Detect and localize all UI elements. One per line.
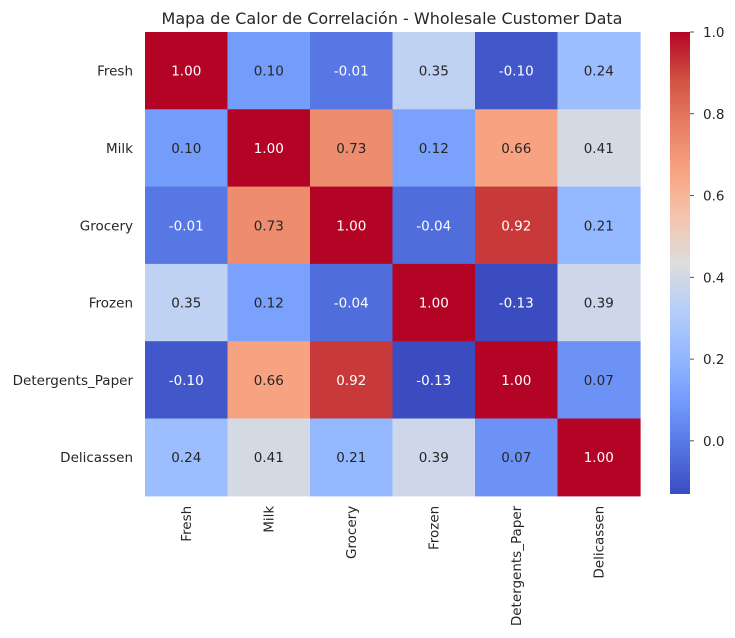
heatmap-cell-0-0 — [145, 32, 229, 110]
heatmap-cell-3-4 — [475, 263, 559, 342]
heatmap-cell-4-2 — [310, 341, 394, 420]
colorbar-tick-label-1: 0.2 — [703, 352, 724, 368]
cell-value-label-5-2: 0.21 — [336, 450, 366, 466]
y-tick-label-4: Detergents_Paper — [13, 373, 134, 389]
cell-value-label-4-3: -0.13 — [416, 373, 451, 389]
heatmap-cell-2-3 — [392, 186, 476, 265]
cell-value-label-1-4: 0.66 — [501, 141, 531, 157]
cell-value-label-0-2: -0.01 — [334, 64, 369, 80]
heatmap-cell-5-2 — [310, 418, 394, 497]
cell-value-label-5-1: 0.41 — [254, 450, 284, 466]
cell-value-label-4-1: 0.66 — [254, 373, 284, 389]
cell-value-label-3-2: -0.04 — [334, 296, 369, 312]
heatmap-cell-3-0 — [145, 263, 229, 342]
heatmap-cell-3-2 — [310, 263, 394, 342]
cell-value-label-3-0: 0.35 — [171, 296, 201, 312]
colorbar-tick-label-0: 0.0 — [703, 434, 724, 450]
heatmap-cell-0-2 — [310, 32, 394, 110]
heatmap-cell-1-4 — [475, 109, 559, 188]
cell-value-label-0-4: -0.10 — [499, 64, 534, 80]
cell-value-label-3-4: -0.13 — [499, 296, 534, 312]
heatmap-cell-5-3 — [392, 418, 476, 497]
x-tick-label-4: Detergents_Paper — [509, 505, 525, 626]
cell-value-label-0-0: 1.00 — [171, 64, 201, 80]
y-tick-label-0: Fresh — [97, 64, 133, 80]
y-tick-labels: Fresh Milk Grocery Frozen Detergents_Paper De… — [13, 64, 134, 466]
heatmap-cell-1-5 — [557, 109, 641, 188]
heatmap-cell-4-5 — [557, 341, 641, 420]
cell-value-label-4-5: 0.07 — [584, 373, 614, 389]
heatmap-cell-2-4 — [475, 186, 559, 265]
heatmap-cell-5-0 — [145, 418, 229, 497]
x-tick-label-2: Grocery — [344, 506, 360, 559]
colorbar-tick-label-3: 0.6 — [703, 189, 724, 205]
y-tick-label-2: Grocery — [80, 218, 133, 234]
heatmap-cell-0-5 — [557, 32, 641, 110]
cell-value-label-1-1: 1.00 — [254, 141, 284, 157]
heatmap-cell-4-4 — [475, 341, 559, 420]
heatmap-cells — [145, 32, 641, 497]
heatmap-cell-0-4 — [475, 32, 559, 110]
cell-value-label-1-5: 0.41 — [584, 141, 614, 157]
heatmap-cell-2-2 — [310, 186, 394, 265]
y-tick-label-1: Milk — [106, 141, 133, 157]
cell-value-label-2-5: 0.21 — [584, 218, 614, 234]
heatmap-cell-1-3 — [392, 109, 476, 188]
x-tick-label-0: Fresh — [179, 506, 195, 542]
cell-value-label-2-3: -0.04 — [416, 218, 451, 234]
cell-value-label-0-3: 0.35 — [419, 64, 449, 80]
cell-value-label-5-3: 0.39 — [419, 450, 449, 466]
x-tick-label-5: Delicassen — [592, 506, 608, 579]
cell-value-label-3-3: 1.00 — [419, 296, 449, 312]
cell-value-label-3-5: 0.39 — [584, 296, 614, 312]
cell-value-label-5-4: 0.07 — [501, 450, 531, 466]
heatmap-cell-1-1 — [227, 109, 311, 188]
cell-value-label-2-4: 0.92 — [501, 218, 531, 234]
cell-value-label-4-4: 1.00 — [501, 373, 531, 389]
colorbar-tick-label-5: 1.0 — [703, 25, 724, 41]
cell-value-label-0-5: 0.24 — [584, 64, 614, 80]
heatmap-cell-5-1 — [227, 418, 311, 497]
cell-value-label-2-2: 1.00 — [336, 218, 366, 234]
heatmap-cell-3-3 — [392, 263, 476, 342]
cell-value-label-5-5: 1.00 — [584, 450, 614, 466]
heatmap-cell-2-0 — [145, 186, 229, 265]
heatmap-cell-labels: 1.00 0.10 -0.01 0.35 -0.10 0.24 0.10 1.00 0.73 0.… — [169, 64, 614, 466]
cell-value-label-1-2: 0.73 — [336, 141, 366, 157]
y-tick-label-3: Frozen — [89, 296, 133, 312]
cell-value-label-5-0: 0.24 — [171, 450, 201, 466]
cell-value-label-2-0: -0.01 — [169, 218, 204, 234]
colorbar — [670, 32, 690, 494]
x-tick-labels: Fresh Milk Grocery Frozen Detergents_Paper De… — [179, 505, 608, 626]
heatmap-cell-5-4 — [475, 418, 559, 497]
heatmap-cell-2-1 — [227, 186, 311, 265]
cell-value-label-1-0: 0.10 — [171, 141, 201, 157]
cell-value-label-1-3: 0.12 — [419, 141, 449, 157]
heatmap-cell-0-3 — [392, 32, 476, 110]
heatmap-cell-3-5 — [557, 263, 641, 342]
colorbar-ticks: 0.0 0.2 0.4 0.6 0.8 1.0 — [690, 25, 724, 450]
heatmap-cell-4-0 — [145, 341, 229, 420]
heatmap-cell-0-1 — [227, 32, 311, 110]
x-tick-label-1: Milk — [262, 506, 278, 533]
cell-value-label-4-2: 0.92 — [336, 373, 366, 389]
heatmap-cell-4-3 — [392, 341, 476, 420]
colorbar-tick-label-2: 0.4 — [703, 270, 724, 286]
colorbar-tick-label-4: 0.8 — [703, 107, 724, 123]
heatmap-cell-1-2 — [310, 109, 394, 188]
chart-title: Mapa de Calor de Correlación - Wholesale… — [162, 9, 623, 28]
cell-value-label-4-0: -0.10 — [169, 373, 204, 389]
cell-value-label-3-1: 0.12 — [254, 296, 284, 312]
y-tick-label-5: Delicassen — [60, 450, 133, 466]
heatmap-cell-2-5 — [557, 186, 641, 265]
x-tick-label-3: Frozen — [427, 506, 443, 550]
heatmap-cell-3-1 — [227, 263, 311, 342]
cell-value-label-2-1: 0.73 — [254, 218, 284, 234]
cell-value-label-0-1: 0.10 — [254, 64, 284, 80]
heatmap-cell-1-0 — [145, 109, 229, 188]
heatmap-cell-5-5 — [557, 418, 641, 497]
heatmap-cell-4-1 — [227, 341, 311, 420]
